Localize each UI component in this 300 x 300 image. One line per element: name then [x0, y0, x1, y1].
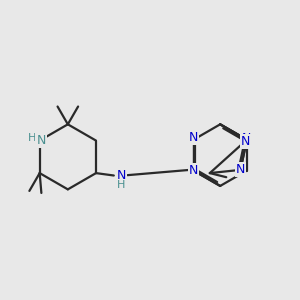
- Text: N: N: [189, 164, 198, 177]
- Text: H: H: [117, 180, 125, 190]
- Text: N: N: [36, 134, 46, 147]
- Text: N: N: [116, 169, 126, 182]
- Text: N: N: [189, 131, 198, 144]
- Text: H: H: [28, 133, 36, 143]
- Text: N: N: [236, 164, 245, 176]
- Text: N: N: [241, 135, 250, 148]
- Text: N: N: [242, 132, 252, 145]
